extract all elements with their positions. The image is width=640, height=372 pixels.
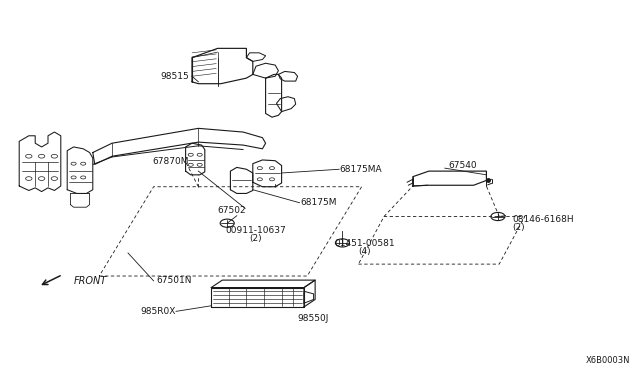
Text: (2): (2) (250, 234, 262, 243)
Text: (4): (4) (358, 247, 371, 256)
Text: 98515: 98515 (160, 72, 189, 81)
Text: 68175M: 68175M (301, 198, 337, 207)
Text: 00911-10637: 00911-10637 (226, 226, 286, 235)
Text: 68175MA: 68175MA (339, 165, 382, 174)
Text: (2): (2) (512, 223, 525, 232)
Text: 98550J: 98550J (298, 314, 329, 323)
Text: X6B0003N: X6B0003N (586, 356, 630, 365)
Text: 67501N: 67501N (157, 276, 192, 285)
Text: 67502: 67502 (218, 206, 246, 215)
Text: 67870M: 67870M (152, 157, 189, 166)
Text: FRONT: FRONT (74, 276, 107, 286)
Text: 67540: 67540 (448, 161, 477, 170)
Text: 08146-6168H: 08146-6168H (512, 215, 573, 224)
Text: 01451-00581: 01451-00581 (335, 239, 395, 248)
Text: 985R0X: 985R0X (141, 307, 176, 316)
